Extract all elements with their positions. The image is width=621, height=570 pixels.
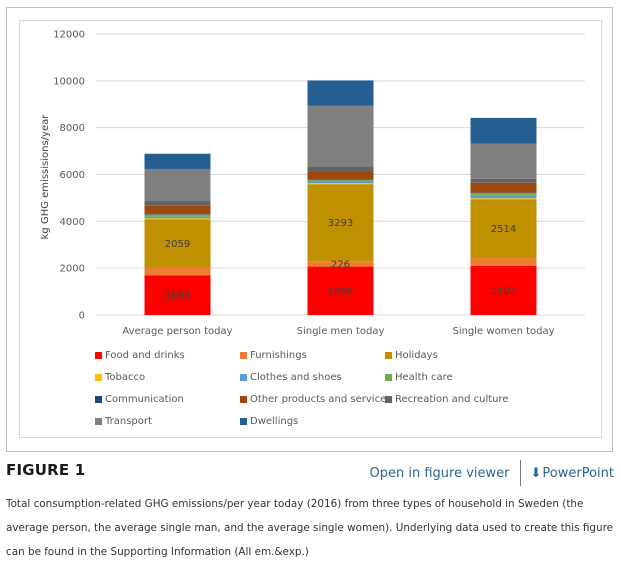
bar-segment-food-and-drinks (470, 265, 537, 315)
bar-segment-food-and-drinks (144, 275, 211, 315)
data-label: 2059 (165, 239, 190, 250)
legend-label: Health care (395, 372, 453, 383)
bar-segment-transport (144, 168, 211, 202)
y-tick-label: 0 (79, 311, 85, 322)
powerpoint-link[interactable]: ⬇PowerPoint (531, 466, 615, 481)
legend-swatch (240, 396, 247, 403)
bar-segment-holidays (307, 184, 374, 262)
legend-item: Tobacco (95, 372, 145, 383)
legend-item: Transport (95, 416, 152, 427)
legend-swatch (240, 352, 247, 359)
bar-segment-other-products-and-services (307, 171, 374, 180)
legend-swatch (95, 352, 102, 359)
data-label: 2068 (328, 286, 353, 297)
legend-label: Transport (105, 416, 152, 427)
download-icon: ⬇ (530, 465, 542, 481)
bar-segment-holidays (144, 219, 211, 268)
legend-label: Other products and services (250, 394, 392, 405)
legend-item: Clothes and shoes (240, 372, 342, 383)
bar-segment-food-and-drinks (307, 266, 374, 315)
y-tick-label: 10000 (53, 76, 85, 87)
open-figure-viewer-link[interactable]: Open in figure viewer (369, 465, 510, 481)
legend-item: Communication (95, 394, 184, 405)
bar-segment-clothes-and-shoes (144, 216, 211, 219)
legend-item: Furnishings (240, 350, 307, 361)
legend-label: Holidays (395, 350, 438, 361)
legend-label: Food and drinks (105, 350, 185, 361)
legend-item: Other products and services (240, 394, 391, 405)
bar-segment-health-care (144, 214, 211, 217)
legend-swatch (240, 418, 247, 425)
legend-item: Food and drinks (95, 350, 185, 361)
data-label: 2514 (491, 224, 516, 235)
link-separator (519, 460, 521, 486)
bar-segment-clothes-and-shoes (470, 195, 537, 199)
x-category-label: Single women today (452, 326, 554, 337)
bar-segment-tobacco (470, 198, 537, 200)
bar-segment-transport (307, 105, 374, 167)
bar-segment-dwellings (144, 153, 211, 169)
bars (144, 80, 537, 315)
x-category-label: Single men today (297, 326, 385, 337)
legend-swatch (385, 396, 392, 403)
y-axis-ticks: 0 2000 4000 6000 8000 10000 12000 (53, 30, 85, 322)
legend-swatch (95, 396, 102, 403)
bar-segment-furnishings (307, 261, 374, 267)
bar-segment-furnishings (470, 258, 537, 266)
powerpoint-label: PowerPoint (542, 465, 614, 481)
legend-label: Tobacco (105, 372, 146, 383)
legend-swatch (385, 352, 392, 359)
legend-label: Recreation and culture (395, 394, 509, 405)
y-tick-label: 12000 (53, 30, 85, 41)
bar-segment-recreation-and-culture (307, 166, 374, 172)
bar-segment-tobacco (307, 183, 374, 185)
legend-item: Health care (385, 372, 453, 383)
legend-label: Dwellings (250, 416, 299, 427)
legend-label: Furnishings (250, 350, 307, 361)
x-axis-categories: Average person today Single men today Sing… (122, 326, 554, 337)
bar-segment-other-products-and-services (144, 205, 211, 215)
legend-item: Holidays (385, 350, 438, 361)
figure-caption: Total consumption-related GHG emissions/… (6, 498, 614, 558)
bar-segment-transport (470, 143, 537, 179)
legend-label: Clothes and shoes (250, 372, 342, 383)
legend-item: Dwellings (240, 416, 298, 427)
bar-segment-other-products-and-services (470, 182, 537, 193)
data-label: 3293 (328, 218, 353, 229)
data-label: 2102 (491, 286, 516, 297)
bar-segment-furnishings (144, 267, 211, 276)
y-tick-label: 6000 (60, 170, 85, 181)
legend-swatch (385, 374, 392, 381)
bar-segment-health-care (307, 180, 374, 182)
bar-segment-holidays (470, 199, 537, 259)
bar-segment-dwellings (470, 117, 537, 144)
y-tick-label: 4000 (60, 217, 85, 228)
stacked-bar-chart: 0 2000 4000 6000 8000 10000 12000 kg GHG emiss… (40, 30, 585, 337)
figure-links: Open in figure viewer ⬇PowerPoint (369, 460, 615, 486)
y-axis-label: kg GHG emissisions/year (40, 114, 51, 240)
legend-swatch (95, 418, 102, 425)
figure-title: FIGURE 1 (6, 461, 86, 479)
legend-swatch (95, 374, 102, 381)
bar-segment-tobacco (144, 218, 211, 220)
bar-segment-health-care (470, 193, 537, 196)
legend-item: Recreation and culture (385, 394, 509, 405)
legend-swatch (240, 374, 247, 381)
data-label: 226 (331, 259, 350, 270)
y-tick-label: 8000 (60, 123, 85, 134)
data-label: 1688 (165, 291, 190, 302)
y-tick-label: 2000 (60, 264, 85, 275)
legend-label: Communication (105, 394, 184, 405)
data-labels: 1688 2059 2068 226 3293 2102 2514 (165, 218, 516, 302)
x-category-label: Average person today (122, 326, 232, 337)
bar-segment-recreation-and-culture (470, 178, 537, 183)
bar-segment-recreation-and-culture (144, 201, 211, 206)
bar-segment-clothes-and-shoes (307, 181, 374, 184)
bar-segment-dwellings (307, 80, 374, 106)
